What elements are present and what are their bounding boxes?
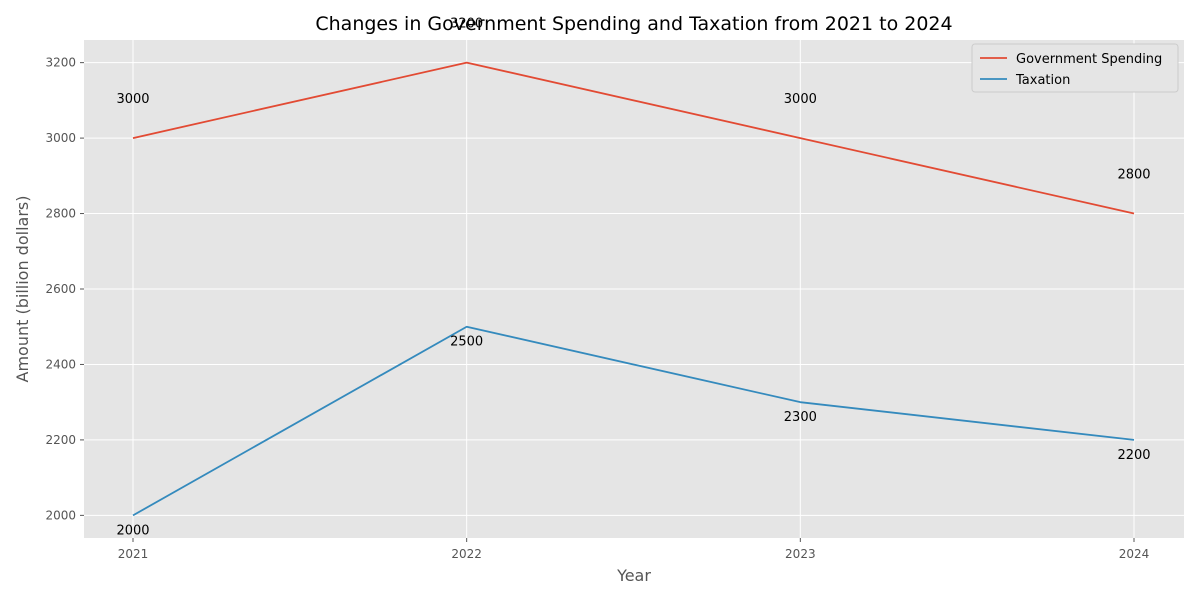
y-tick-label: 3000 (45, 131, 76, 145)
y-axis-label: Amount (billion dollars) (13, 196, 32, 383)
x-tick-label: 2021 (118, 547, 149, 561)
y-tick-label: 2200 (45, 433, 76, 447)
y-tick-label: 2800 (45, 207, 76, 221)
y-tick-labels: 2000 2200 2400 2600 2800 3000 3200 (45, 56, 84, 522)
data-label: 2200 (1117, 448, 1150, 463)
data-label: 3000 (784, 92, 817, 107)
y-tick-label: 2400 (45, 357, 76, 371)
legend-label: Government Spending (1016, 52, 1162, 67)
y-tick-label: 3200 (45, 56, 76, 70)
data-labels: 3000 3200 3000 2800 2000 2500 2300 2200 (116, 17, 1150, 539)
data-label: 2000 (116, 523, 149, 538)
series-lines (132, 61, 1135, 517)
data-label: 2300 (784, 410, 817, 425)
series-line-taxation (132, 325, 1135, 517)
y-tick-label: 2000 (45, 508, 76, 522)
legend-box (971, 43, 1179, 93)
y-tick-label: 2600 (45, 282, 76, 296)
series-line-government-spending (132, 61, 1135, 215)
legend-label: Taxation (1015, 73, 1070, 88)
x-tick-label: 2022 (451, 547, 482, 561)
data-label: 2800 (1117, 168, 1150, 183)
x-tick-label: 2023 (785, 547, 816, 561)
data-label: 3200 (450, 17, 483, 32)
data-label: 2500 (450, 335, 483, 350)
x-tick-labels: 2021 2022 2023 2024 (118, 538, 1150, 561)
legend: Government Spending Taxation (971, 43, 1179, 93)
data-label: 3000 (116, 92, 149, 107)
chart-title: Changes in Government Spending and Taxat… (315, 13, 952, 35)
x-tick-label: 2024 (1119, 547, 1150, 561)
x-axis-label: Year (616, 566, 651, 585)
